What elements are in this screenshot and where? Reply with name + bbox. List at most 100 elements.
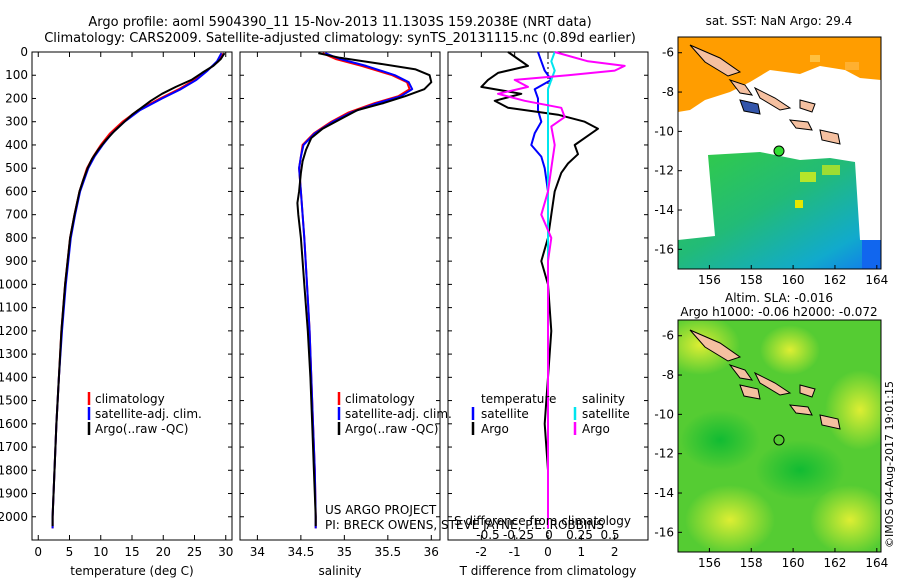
s-diff-tick-label: 0.25 — [566, 528, 593, 542]
y-tick-label: 300 — [5, 115, 28, 129]
y-tick-label: 1100 — [0, 301, 28, 315]
salinity-axes: 34 34.5 35 35.5 36 — [240, 51, 440, 559]
legend-climatology-label: climatology — [95, 392, 165, 406]
x-tick-label: 35 — [337, 545, 352, 559]
title-line-1: Argo profile: aoml 5904390_11 15-Nov-201… — [88, 15, 591, 30]
s-difference-title: S difference from climatology — [454, 514, 631, 528]
map-x-tick-label: 162 — [824, 273, 847, 287]
y-tick-label: 1700 — [0, 440, 28, 454]
difference-xlabel: T difference from climatology — [459, 564, 637, 578]
series-line — [296, 52, 433, 527]
credit-line-2: PI: BRECK OWENS, STEVE JAYNE, P.E. ROBBI… — [325, 518, 604, 532]
map-x-tick-label: 164 — [865, 556, 888, 570]
series-line — [298, 52, 414, 529]
temperature-series — [51, 52, 226, 529]
salinity-series — [296, 52, 433, 529]
map-y-tick-label: -6 — [662, 329, 674, 343]
x-tick-label: 34 — [250, 545, 265, 559]
legend-sat-temp-label: satellite — [481, 407, 529, 421]
series-line — [51, 52, 223, 529]
map-y-tick-label: -12 — [654, 447, 674, 461]
credit-line-1: US ARGO PROJECT — [325, 503, 437, 517]
s-diff-tick-label: 0 — [545, 528, 553, 542]
map-y-tick-label: -16 — [654, 242, 674, 256]
y-tick-label: 1200 — [0, 324, 28, 338]
y-tick-label: 1500 — [0, 394, 28, 408]
x-tick-label: 15 — [124, 545, 139, 559]
temperature-panel-frame — [31, 51, 233, 541]
map-x-tick-label: 156 — [698, 273, 721, 287]
y-tick-label: 1900 — [0, 487, 28, 501]
y-tick-label: 700 — [5, 208, 28, 222]
map-y-tick-label: -12 — [654, 164, 674, 178]
y-tick-label: 1400 — [0, 370, 28, 384]
x-tick-label: -1 — [509, 545, 521, 559]
y-tick-label: 200 — [5, 91, 28, 105]
sst-argo-marker — [773, 145, 785, 157]
sst-map-axes: 156 158 160 162 164 -6 -8 -10 -12 -14 -16 — [654, 46, 888, 287]
sst-cool-region — [678, 152, 881, 269]
y-tick-label: 600 — [5, 184, 28, 198]
x-tick-label: 34.5 — [288, 545, 315, 559]
x-tick-label: 36 — [424, 545, 439, 559]
legend-argo-label: Argo(..raw -QC) — [345, 422, 438, 436]
legend-satellite-label: satellite-adj. clim. — [345, 407, 452, 421]
map-y-tick-label: -6 — [662, 46, 674, 60]
sst-map-frame — [677, 36, 882, 270]
difference-series — [480, 51, 626, 529]
legend-salinity-heading: salinity — [582, 392, 625, 406]
s-difference-ticks: -0.5 -0.25 0 0.25 0.5 — [476, 528, 619, 542]
sla-map-axes: 156 158 160 162 164 -6 -8 -10 -12 -14 -16 — [654, 329, 888, 570]
map-y-tick-label: -10 — [654, 407, 674, 421]
map-x-tick-label: 158 — [740, 556, 763, 570]
y-tick-label: 1000 — [0, 277, 28, 291]
legend-temperature-heading: temperature — [481, 392, 556, 406]
y-tick-label: 0 — [20, 45, 28, 59]
map-x-tick-label: 158 — [740, 273, 763, 287]
map-x-tick-label: 164 — [865, 273, 888, 287]
difference-legend: temperature satellite Argo salinity sate… — [471, 392, 630, 436]
s-diff-tick-label: -0.25 — [503, 528, 534, 542]
sla-map-frame — [677, 319, 882, 553]
salinity-legend: climatology satellite-adj. clim. Argo(..… — [337, 392, 452, 436]
x-tick-label: 1 — [578, 545, 586, 559]
y-tick-label: 2000 — [0, 510, 28, 524]
legend-climatology-label: climatology — [345, 392, 415, 406]
x-tick-label: 2 — [611, 545, 619, 559]
series-line — [480, 51, 599, 527]
legend-argo-temp-label: Argo — [481, 422, 509, 436]
map-y-tick-label: -14 — [654, 203, 674, 217]
x-tick-label: 20 — [156, 545, 171, 559]
x-tick-label: -2 — [475, 545, 487, 559]
x-tick-label: 0 — [34, 545, 42, 559]
map-x-tick-label: 162 — [824, 556, 847, 570]
y-tick-label: 900 — [5, 254, 28, 268]
series-line — [51, 52, 224, 529]
y-tick-label: 800 — [5, 231, 28, 245]
map-y-tick-label: -8 — [662, 85, 674, 99]
x-tick-label: 0 — [544, 545, 552, 559]
sst-islands — [689, 44, 841, 145]
sla-islands — [689, 329, 841, 430]
y-tick-label: 1600 — [0, 417, 28, 431]
map-y-tick-label: -10 — [654, 124, 674, 138]
x-tick-label: 5 — [66, 545, 74, 559]
sla-argo-marker — [773, 434, 785, 446]
map-y-tick-label: -8 — [662, 368, 674, 382]
x-tick-label: 35.5 — [374, 545, 401, 559]
legend-satellite-label: satellite-adj. clim. — [95, 407, 202, 421]
series-line — [51, 52, 226, 527]
y-tick-label: 100 — [5, 68, 28, 82]
sla-map-subtitle: Argo h1000: -0.06 h2000: -0.072 — [680, 305, 877, 319]
y-tick-label: 1800 — [0, 463, 28, 477]
y-tick-label: 500 — [5, 161, 28, 175]
s-diff-tick-label: -0.5 — [476, 528, 499, 542]
sst-map — [678, 37, 881, 269]
sst-map-title: sat. SST: NaN Argo: 29.4 — [706, 14, 853, 28]
x-tick-label: 25 — [187, 545, 202, 559]
temperature-legend: climatology satellite-adj. clim. Argo(..… — [87, 392, 202, 436]
s-diff-tick-label: 0.5 — [600, 528, 619, 542]
x-tick-label: 30 — [218, 545, 233, 559]
y-tick-label: 1300 — [0, 347, 28, 361]
